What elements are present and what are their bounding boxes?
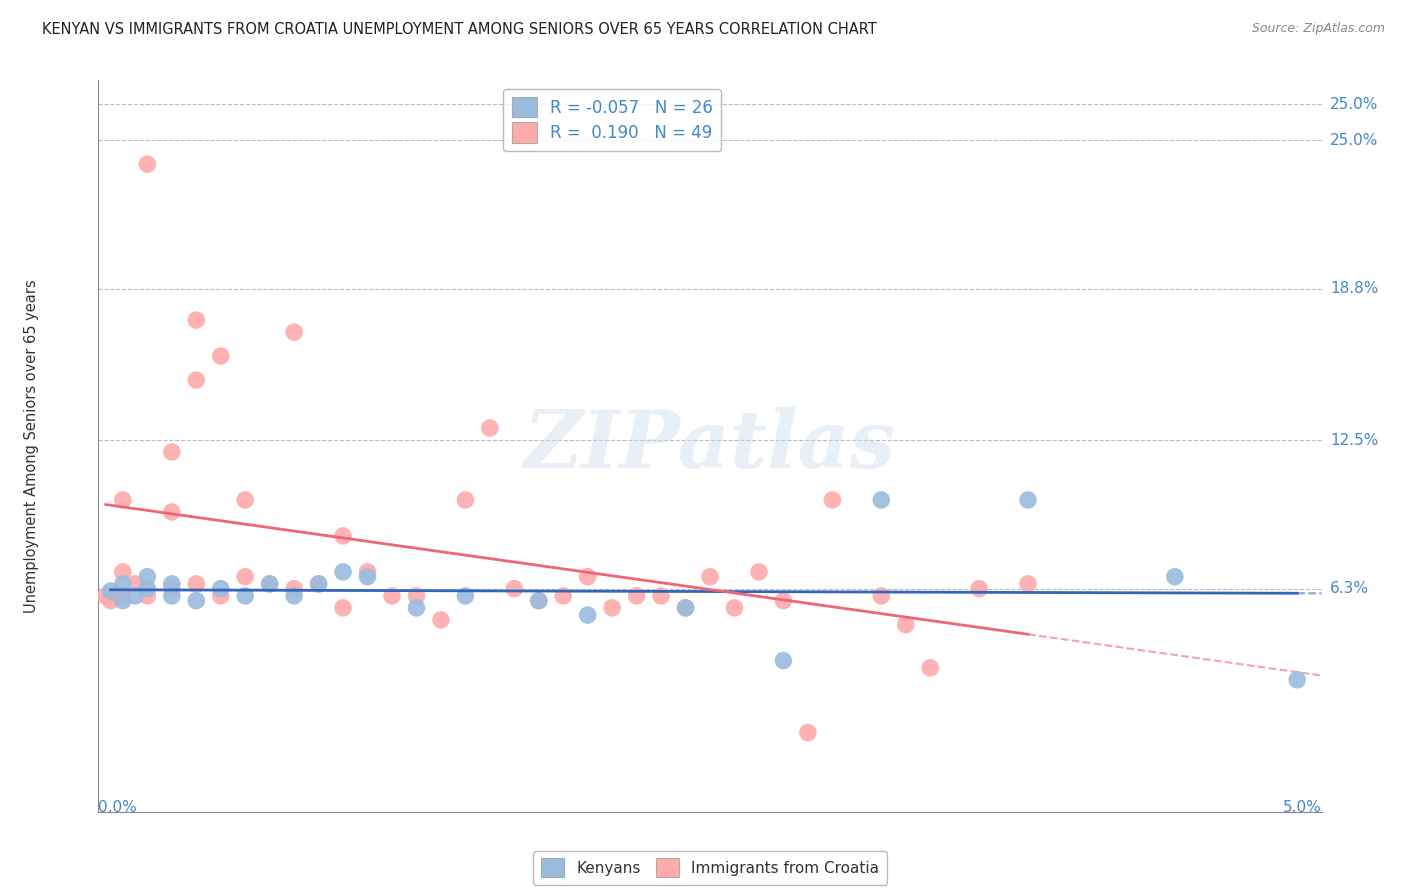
Point: [405, 589, 427, 603]
Point: [454, 589, 477, 603]
Point: [233, 589, 256, 603]
Point: [870, 492, 893, 507]
Point: [1017, 577, 1039, 591]
Point: [967, 582, 990, 596]
Point: [94, 589, 117, 603]
Point: [772, 593, 794, 607]
Point: [124, 577, 146, 591]
Point: [186, 577, 208, 591]
Point: [100, 584, 122, 599]
Point: [332, 600, 354, 615]
Point: [332, 529, 354, 543]
Point: [186, 593, 208, 607]
Point: [308, 577, 330, 591]
Point: [699, 570, 721, 584]
Point: [894, 617, 917, 632]
Point: [356, 565, 378, 579]
Point: [870, 589, 893, 603]
Point: [283, 325, 305, 339]
Point: [160, 577, 183, 591]
Point: [772, 654, 794, 668]
Point: [209, 582, 232, 596]
Text: KENYAN VS IMMIGRANTS FROM CROATIA UNEMPLOYMENT AMONG SENIORS OVER 65 YEARS CORRE: KENYAN VS IMMIGRANTS FROM CROATIA UNEMPL…: [42, 22, 877, 37]
Point: [527, 593, 550, 607]
Point: [111, 565, 134, 579]
Point: [626, 589, 648, 603]
Text: 6.3%: 6.3%: [1330, 582, 1369, 596]
Point: [259, 577, 281, 591]
Point: [332, 565, 354, 579]
Point: [100, 593, 122, 607]
Point: [503, 582, 526, 596]
Point: [233, 492, 256, 507]
Point: [576, 570, 599, 584]
Point: [160, 445, 183, 459]
Point: [136, 157, 159, 171]
Point: [381, 589, 404, 603]
Point: [576, 608, 599, 623]
Point: [430, 613, 453, 627]
Point: [308, 577, 330, 591]
Point: [160, 582, 183, 596]
Text: 0.0%: 0.0%: [98, 800, 138, 814]
Point: [111, 492, 134, 507]
Point: [209, 589, 232, 603]
Point: [1164, 570, 1187, 584]
Legend: Kenyans, Immigrants from Croatia: Kenyans, Immigrants from Croatia: [533, 851, 887, 885]
Point: [124, 589, 146, 603]
Point: [920, 661, 942, 675]
Point: [723, 600, 745, 615]
Text: Source: ZipAtlas.com: Source: ZipAtlas.com: [1251, 22, 1385, 36]
Point: [186, 313, 208, 327]
Point: [111, 593, 134, 607]
Point: [186, 373, 208, 387]
Point: [527, 593, 550, 607]
Point: [160, 589, 183, 603]
Point: [454, 492, 477, 507]
Point: [356, 570, 378, 584]
Point: [136, 589, 159, 603]
Point: [478, 421, 501, 435]
Point: [748, 565, 770, 579]
Point: [283, 589, 305, 603]
Point: [600, 600, 623, 615]
Point: [821, 492, 844, 507]
Text: 25.0%: 25.0%: [1330, 96, 1378, 112]
Point: [797, 725, 820, 739]
Point: [675, 600, 697, 615]
Point: [405, 600, 427, 615]
Point: [675, 600, 697, 615]
Point: [283, 582, 305, 596]
Point: [233, 570, 256, 584]
Point: [136, 582, 159, 596]
Text: 5.0%: 5.0%: [1282, 800, 1322, 814]
Text: 18.8%: 18.8%: [1330, 281, 1378, 296]
Text: ZIPatlas: ZIPatlas: [524, 408, 896, 484]
Text: 25.0%: 25.0%: [1330, 133, 1378, 148]
Point: [1286, 673, 1309, 687]
Point: [111, 577, 134, 591]
Point: [259, 577, 281, 591]
Point: [650, 589, 672, 603]
Point: [160, 505, 183, 519]
Point: [136, 570, 159, 584]
Point: [209, 349, 232, 363]
Point: [553, 589, 575, 603]
Text: 12.5%: 12.5%: [1330, 433, 1378, 448]
Point: [1017, 492, 1039, 507]
Text: Unemployment Among Seniors over 65 years: Unemployment Among Seniors over 65 years: [24, 279, 38, 613]
Point: [111, 589, 134, 603]
